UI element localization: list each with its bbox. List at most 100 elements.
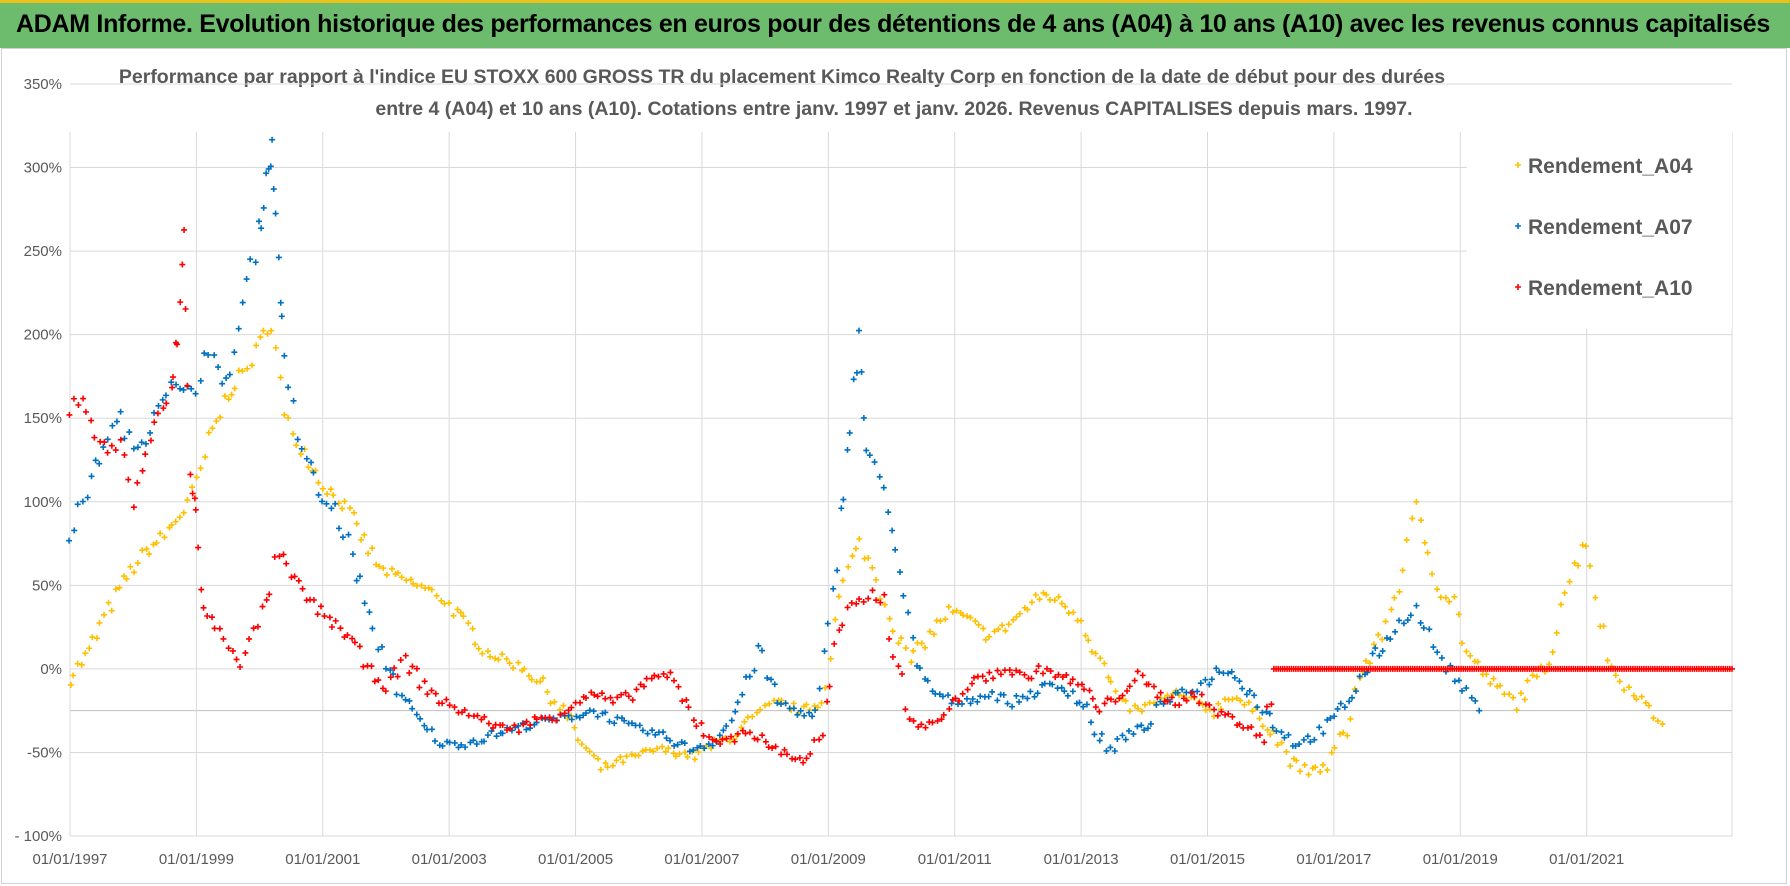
data-point [1061,688,1068,695]
chart-subtitle-line-1: Performance par rapport à l'indice EU ST… [119,66,1445,88]
data-point [368,663,375,670]
data-point [197,465,204,472]
data-point [665,745,672,752]
data-point [1098,730,1105,737]
data-point [1035,663,1042,670]
data-point [492,655,499,662]
data-point [1043,591,1050,598]
data-point [764,675,771,682]
data-point [749,713,756,720]
data-point [239,299,246,306]
data-point [409,663,416,670]
data-point [1426,626,1433,633]
data-point [1196,700,1203,707]
data-point [985,693,992,700]
data-point [1510,694,1517,701]
data-point [142,440,149,447]
data-point [1341,704,1348,711]
data-point [159,396,166,403]
data-point [765,744,772,751]
data-point [1337,700,1344,707]
data-point [117,436,124,443]
legend-label: Rendement_A04 [1528,155,1693,178]
data-point [188,385,195,392]
data-point [1451,678,1458,685]
data-point [413,665,420,672]
data-point [856,596,863,603]
data-point [975,621,982,628]
data-point [1233,695,1240,702]
data-point [277,299,284,306]
data-point [332,500,339,507]
data-point [366,609,373,616]
data-point [660,729,667,736]
data-point [1396,588,1403,595]
data-point [599,690,606,697]
data-point [223,375,230,382]
data-point [485,720,492,727]
data-point [671,742,678,749]
data-point [964,686,971,693]
data-point [649,727,656,734]
data-point [939,693,946,700]
data-point [182,306,189,313]
data-point [591,691,598,698]
data-point [945,692,952,699]
data-point [916,665,923,672]
data-point [382,688,389,695]
data-point [1266,710,1273,717]
data-point [154,410,161,417]
x-tick-label: 01/01/2003 [412,851,487,868]
data-point [629,697,636,704]
data-point [594,693,601,700]
data-point [527,722,534,729]
data-point [349,551,356,558]
data-point [192,390,199,397]
data-point [918,721,925,728]
data-point [1124,687,1131,694]
data-point [146,551,153,558]
data-point [826,683,833,690]
data-point [1085,637,1092,644]
data-point [142,451,149,458]
data-point [982,636,989,643]
data-point [225,645,232,652]
data-point [318,603,325,610]
data-point [1058,600,1065,607]
data-point [959,690,966,697]
data-point [337,625,344,632]
data-point [757,706,764,713]
data-point [822,684,829,691]
data-point [93,635,100,642]
data-point [1151,683,1157,690]
legend-box [1467,114,1732,329]
data-point [832,616,839,623]
data-point [697,743,704,750]
data-point [1101,660,1108,667]
data-point [1254,704,1261,711]
data-point [1006,667,1013,674]
data-point [458,741,465,748]
data-point [1013,667,1020,674]
data-point [474,712,481,719]
data-point [66,411,73,418]
data-point [395,569,402,576]
data-point [846,429,853,436]
data-point [375,646,382,653]
data-point [376,563,383,570]
data-point [1376,652,1383,659]
data-point [281,411,288,418]
data-point [1040,670,1047,677]
data-point [1281,734,1288,741]
data-point [1122,697,1129,704]
data-point [239,368,246,375]
data-point [636,722,643,729]
data-point [351,639,358,646]
data-point [211,625,218,632]
data-point [131,569,138,576]
data-point [187,471,194,478]
data-point [297,451,304,458]
data-point [967,700,974,707]
data-point [75,401,82,408]
data-point [1222,711,1229,718]
